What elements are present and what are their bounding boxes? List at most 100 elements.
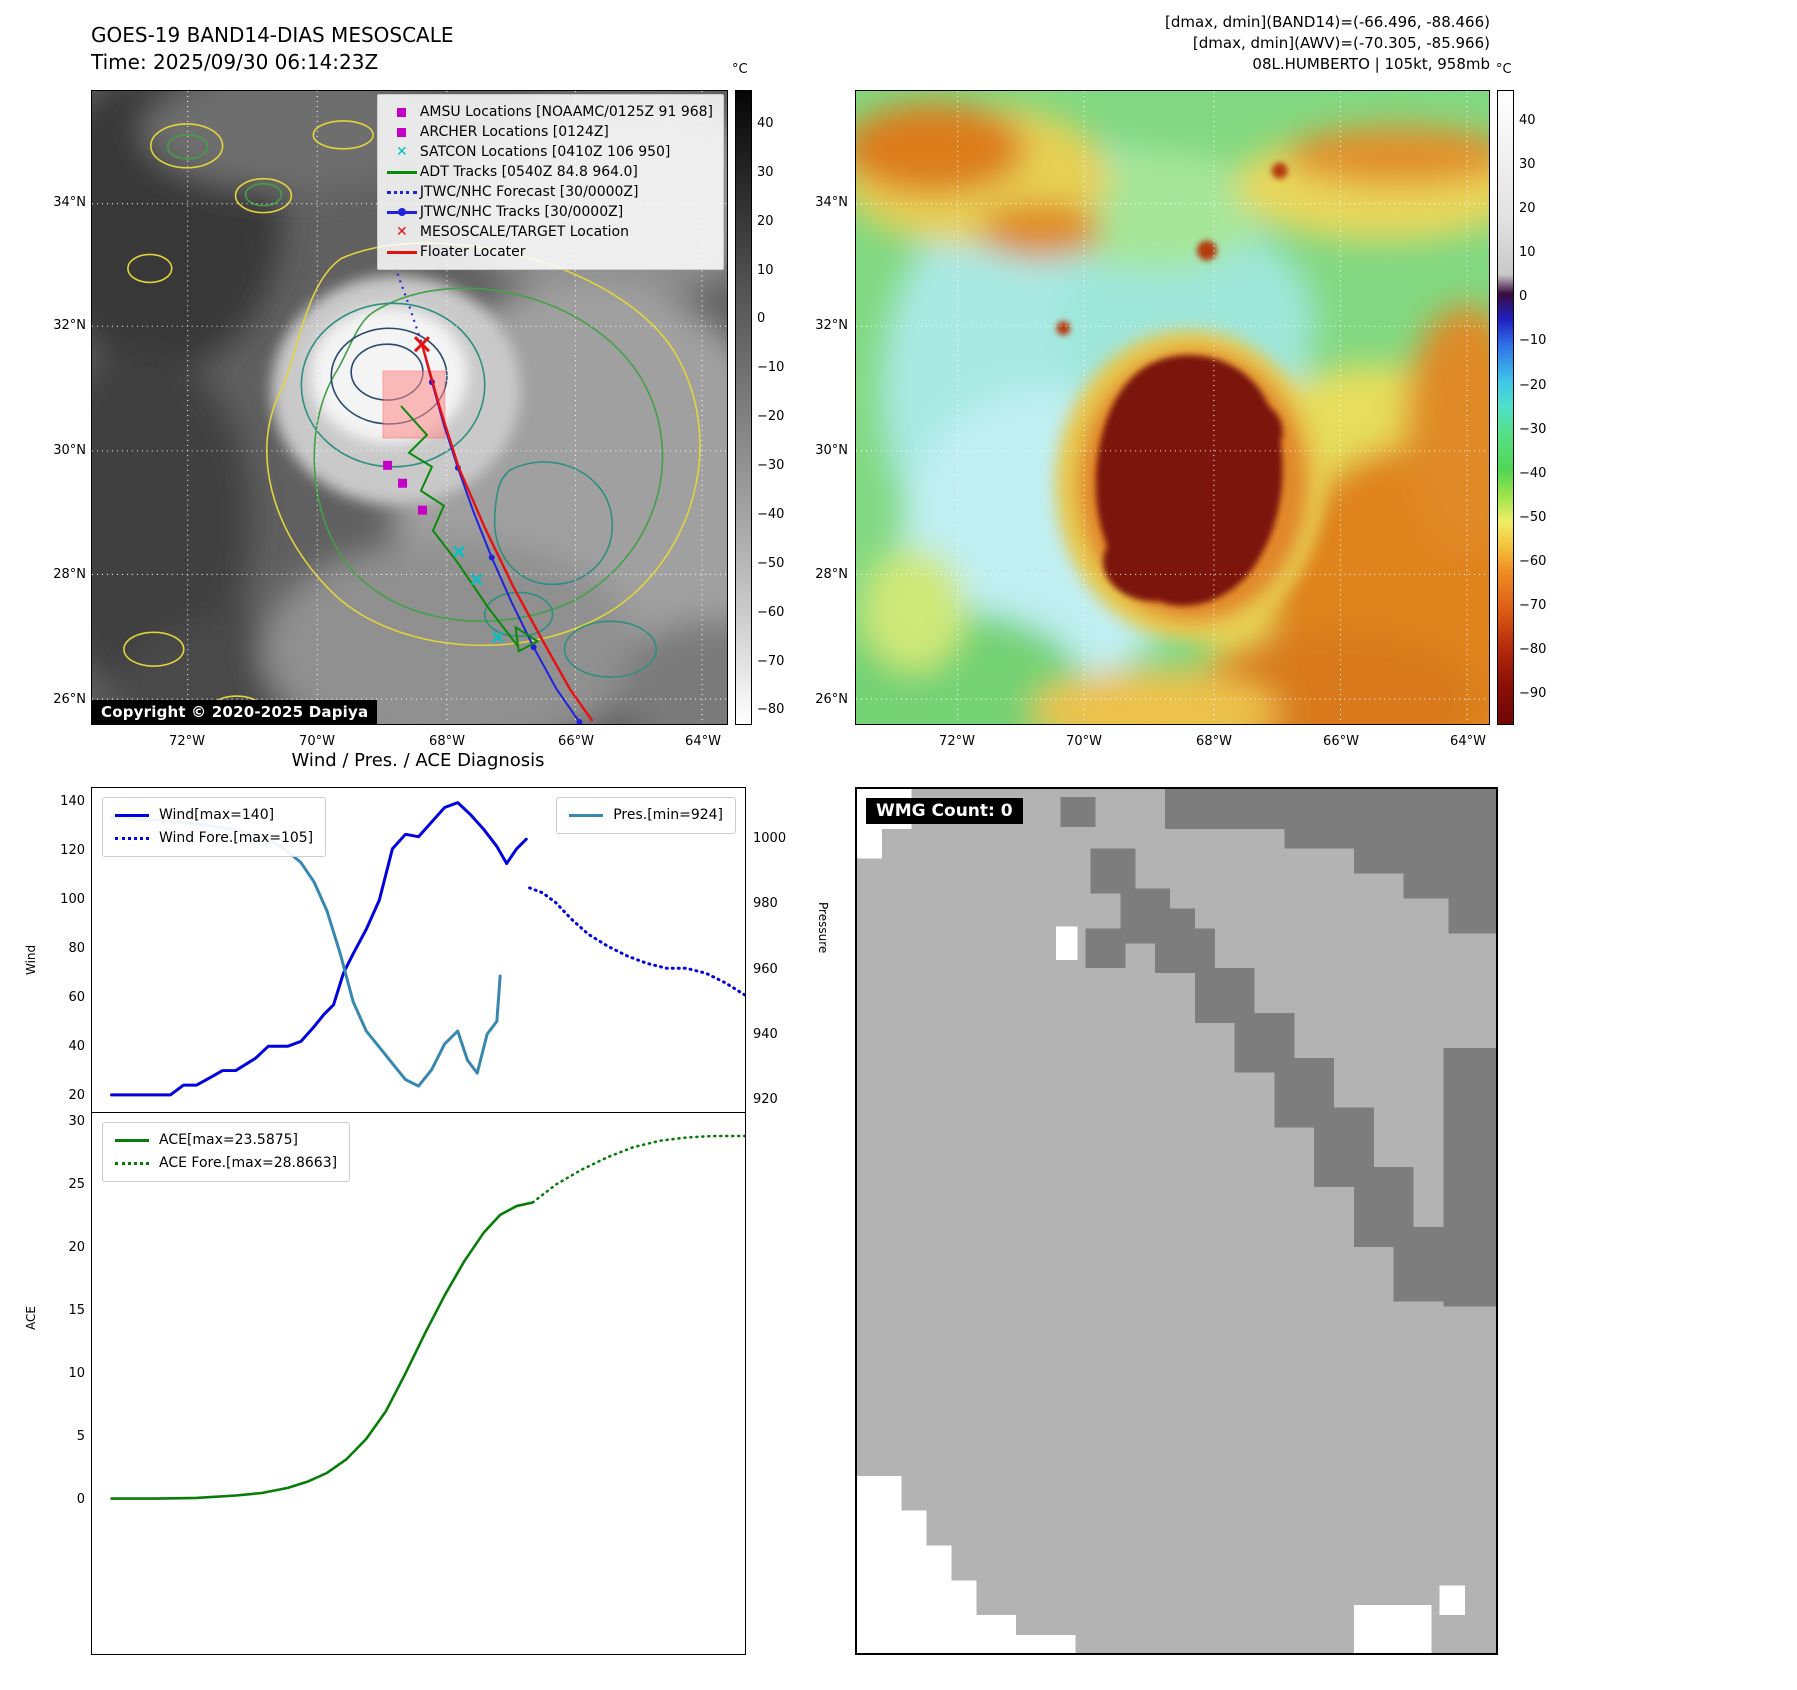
wmg-mask-image	[857, 789, 1496, 1653]
wind-pressure-chart: Wind[max=140] Wind Fore.[max=105] Pres.[…	[91, 787, 746, 1113]
lon-tick-label: 68°W	[429, 734, 465, 749]
ace-line-icon	[115, 1139, 149, 1142]
wind-line-icon	[115, 814, 149, 817]
colorbar-tick: −10	[1519, 333, 1547, 348]
colorbar-tick: −40	[1519, 466, 1547, 481]
green-line-icon	[384, 170, 420, 174]
legend-label: Pres.[min=924]	[613, 807, 723, 823]
colorbar-tick: 30	[757, 165, 774, 180]
awv-colorbar	[1497, 90, 1514, 725]
lat-tick-label: 34°N	[53, 195, 86, 210]
pressure-ytick: 920	[753, 1092, 778, 1107]
wind-ytick: 100	[60, 892, 85, 907]
legend-label: ACE[max=23.5875]	[159, 1132, 299, 1148]
wind-ytick: 20	[68, 1088, 85, 1103]
lon-tick-label: 70°W	[299, 734, 335, 749]
colorbar-tick: 0	[757, 311, 766, 326]
colorbar-tick: 40	[1519, 113, 1536, 128]
lat-tick-label: 26°N	[815, 692, 848, 707]
ace-ytick: 5	[76, 1429, 85, 1444]
colorbar-tick: −60	[1519, 554, 1547, 569]
awv-header-line3: 08L.HUMBERTO | 105kt, 958mb	[1252, 55, 1490, 73]
legend-row: ACE Fore.[max=28.8663]	[115, 1152, 337, 1175]
awv-header: [dmax, dmin](BAND14)=(-66.496, -88.466) …	[990, 12, 1490, 75]
legend-label: ADT Tracks [0540Z 84.8 964.0]	[419, 164, 638, 180]
legend-row: ✕ SATCON Locations [0410Z 106 950]	[384, 142, 713, 162]
band14-colorbar	[735, 90, 752, 725]
legend-row: Wind Fore.[max=105]	[115, 827, 313, 850]
diagnosis-title: Wind / Pres. / ACE Diagnosis	[291, 750, 545, 771]
lon-tick-label: 70°W	[1066, 734, 1102, 749]
colorbar-tick: −20	[1519, 378, 1547, 393]
lon-tick-label: 72°W	[169, 734, 205, 749]
red-line-icon	[384, 250, 420, 254]
colorbar-tick: −10	[757, 360, 785, 375]
legend-row: Floater Locater	[384, 242, 713, 262]
ace-chart: ACE[max=23.5875] ACE Fore.[max=28.8663]	[91, 1112, 746, 1655]
colorbar-tick: −20	[757, 409, 785, 424]
blue-dotted-line-icon	[384, 190, 420, 194]
legend-label: ARCHER Locations [0124Z]	[419, 124, 609, 140]
legend-label: Wind Fore.[max=105]	[159, 830, 314, 846]
latlon-grid	[856, 91, 1489, 724]
wind-ytick: 80	[68, 941, 85, 956]
colorbar-tick: −70	[757, 654, 785, 669]
colorbar-tick: −30	[1519, 422, 1547, 437]
legend-row: JTWC/NHC Tracks [30/0000Z]	[384, 202, 713, 222]
pressure-ytick: 940	[753, 1027, 778, 1042]
colorbar-tick: −70	[1519, 598, 1547, 613]
red-x-icon: ✕	[395, 224, 408, 240]
warm-specks	[1056, 162, 1288, 336]
legend-row: JTWC/NHC Forecast [30/0000Z]	[384, 182, 713, 202]
colorbar-unit-label: °C	[1496, 62, 1512, 77]
cold-cloud-core	[1095, 355, 1283, 606]
wmg-light-region	[857, 789, 1496, 1653]
pressure-ytick: 960	[753, 962, 778, 977]
wmg-dark-region	[1060, 789, 1496, 1307]
band14-time-line: Time: 2025/09/30 06:14:23Z	[91, 50, 379, 74]
wmg-count-badge: WMG Count: 0	[866, 798, 1023, 824]
lon-tick-label: 64°W	[1450, 734, 1486, 749]
legend-row: Wind[max=140]	[115, 804, 313, 827]
lat-tick-label: 32°N	[53, 318, 86, 333]
legend-label: MESOSCALE/TARGET Location	[419, 224, 629, 240]
ace-legend: ACE[max=23.5875] ACE Fore.[max=28.8663]	[102, 1122, 351, 1182]
awv-header-line1: [dmax, dmin](BAND14)=(-66.496, -88.466)	[1165, 13, 1490, 31]
pressure-line-icon	[569, 814, 604, 817]
satcon-markers	[453, 545, 504, 644]
band14-map: AMSU Locations [NOAAMC/0125Z 91 968] ARC…	[91, 90, 728, 725]
ace-ytick: 25	[68, 1177, 85, 1192]
colorbar-tick: −90	[1519, 686, 1547, 701]
wind-ytick: 140	[60, 794, 85, 809]
adt-track-loop	[514, 625, 540, 653]
lat-tick-label: 32°N	[815, 318, 848, 333]
amsu-archer-markers	[383, 460, 427, 515]
pressure-axis-label: Pressure	[816, 902, 830, 954]
legend-label: Floater Locater	[419, 244, 526, 260]
band14-map-legend: AMSU Locations [NOAAMC/0125Z 91 968] ARC…	[376, 94, 724, 270]
lat-tick-label: 28°N	[815, 567, 848, 582]
legend-label: AMSU Locations [NOAAMC/0125Z 91 968]	[419, 104, 713, 120]
pressure-legend: Pres.[min=924]	[556, 797, 736, 834]
lon-tick-label: 72°W	[939, 734, 975, 749]
ace-ytick: 20	[68, 1240, 85, 1255]
colorbar-tick: −60	[757, 605, 785, 620]
legend-row: ✕ MESOSCALE/TARGET Location	[384, 222, 713, 242]
awv-satellite-image	[856, 91, 1489, 724]
legend-label: JTWC/NHC Tracks [30/0000Z]	[419, 204, 624, 220]
colorbar-tick: −80	[757, 702, 785, 717]
lat-tick-label: 26°N	[53, 692, 86, 707]
magenta-square-icon	[384, 107, 420, 117]
colorbar-tick: −80	[1519, 642, 1547, 657]
colorbar-tick: −30	[757, 458, 785, 473]
colorbar-tick: 10	[757, 263, 774, 278]
colorbar-unit-label: °C	[732, 62, 748, 77]
colorbar-tick: −50	[1519, 510, 1547, 525]
mesoscale-target-box	[382, 370, 446, 439]
wmg-panel: WMG Count: 0	[855, 787, 1498, 1655]
blue-line-dot-icon	[384, 208, 420, 216]
ace-forecast-line-icon	[115, 1162, 149, 1165]
band14-title-line1: GOES-19 BAND14-DIAS MESOSCALE	[91, 23, 454, 47]
lat-tick-label: 30°N	[53, 443, 86, 458]
